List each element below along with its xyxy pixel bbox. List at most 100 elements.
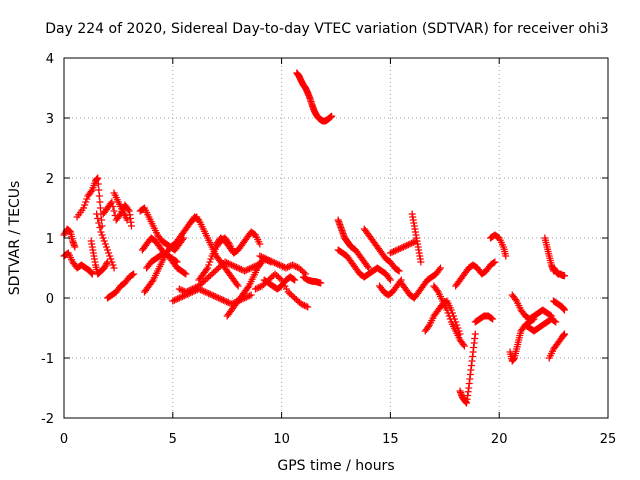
- data-point: [253, 284, 261, 292]
- data-point: [101, 240, 109, 248]
- data-point: [205, 290, 213, 297]
- data-point: [221, 297, 229, 305]
- data-point: [328, 112, 336, 120]
- y-tick-label: -2: [41, 412, 54, 427]
- data-point: [300, 302, 308, 309]
- data-point: [453, 321, 461, 329]
- data-point: [417, 258, 425, 266]
- data-point: [247, 291, 255, 299]
- data-trace: [508, 291, 555, 323]
- data-point: [108, 258, 116, 266]
- data-point: [96, 198, 104, 206]
- data-point: [489, 315, 497, 323]
- data-point: [182, 270, 190, 278]
- data-point: [403, 242, 411, 249]
- data-trace: [376, 276, 405, 299]
- data-trace: [143, 249, 190, 278]
- data-point: [124, 206, 132, 213]
- data-point: [175, 294, 183, 302]
- data-point: [208, 291, 216, 299]
- data-point: [95, 219, 103, 227]
- data-point: [276, 275, 284, 282]
- data-point: [187, 289, 195, 297]
- data-point: [99, 234, 107, 242]
- data-point: [284, 263, 292, 271]
- data-point: [224, 299, 232, 306]
- data-trace: [360, 225, 403, 275]
- data-trace: [251, 270, 312, 311]
- data-point: [298, 267, 306, 275]
- data-point: [237, 266, 245, 273]
- data-point: [459, 341, 467, 348]
- data-point: [304, 303, 312, 311]
- data-point: [386, 249, 394, 257]
- data-point: [286, 290, 294, 297]
- data-point: [179, 293, 187, 300]
- data-point: [175, 285, 183, 293]
- data-point: [256, 252, 264, 260]
- data-point: [66, 227, 74, 235]
- data-point: [460, 342, 468, 350]
- y-tick-label: 0: [46, 292, 54, 307]
- data-point: [391, 247, 399, 255]
- data-trace: [136, 204, 188, 254]
- data-point: [385, 275, 393, 282]
- data-point: [210, 292, 218, 300]
- data-point: [256, 240, 264, 248]
- data-point: [190, 287, 198, 295]
- x-tick-label: 0: [60, 432, 68, 447]
- data-point: [446, 315, 454, 323]
- data-point: [433, 287, 441, 294]
- data-point: [274, 273, 282, 281]
- data-point: [292, 296, 300, 303]
- data-point: [98, 231, 106, 239]
- data-point: [232, 263, 240, 271]
- data-point: [101, 263, 109, 270]
- data-point: [94, 180, 102, 188]
- data-point: [282, 285, 290, 293]
- data-point: [130, 270, 138, 278]
- y-tick-label: 1: [46, 232, 54, 247]
- data-point: [95, 186, 103, 194]
- data-point: [551, 317, 559, 325]
- data-points: [60, 69, 568, 407]
- data-point: [364, 263, 372, 270]
- data-point: [205, 261, 213, 269]
- data-point: [265, 276, 273, 284]
- data-point: [443, 306, 451, 314]
- data-point: [261, 279, 269, 287]
- data-point: [71, 243, 79, 251]
- data-point: [236, 265, 244, 273]
- data-point: [284, 288, 292, 296]
- data-point: [388, 248, 396, 256]
- data-point: [490, 259, 498, 267]
- data-point: [109, 203, 117, 210]
- data-trace: [293, 69, 336, 125]
- data-point: [100, 264, 108, 272]
- data-point: [103, 260, 111, 267]
- data-point: [174, 295, 182, 303]
- data-point: [393, 246, 401, 254]
- data-point: [109, 261, 117, 269]
- data-point: [233, 281, 241, 288]
- data-trace: [212, 228, 264, 257]
- data-point: [266, 275, 274, 282]
- data-point: [234, 282, 242, 290]
- data-point: [93, 210, 101, 218]
- data-point: [291, 294, 299, 302]
- data-point: [182, 291, 190, 299]
- data-point: [218, 296, 226, 303]
- data-trace: [456, 330, 479, 407]
- data-point: [80, 204, 88, 212]
- data-point: [560, 272, 568, 280]
- data-point: [172, 296, 180, 303]
- data-point: [246, 265, 254, 273]
- data-point: [110, 207, 118, 215]
- data-point: [203, 266, 211, 273]
- data-point: [129, 271, 137, 279]
- data-point: [169, 297, 177, 305]
- data-point: [399, 243, 407, 251]
- data-point: [269, 258, 277, 266]
- data-point: [266, 257, 274, 264]
